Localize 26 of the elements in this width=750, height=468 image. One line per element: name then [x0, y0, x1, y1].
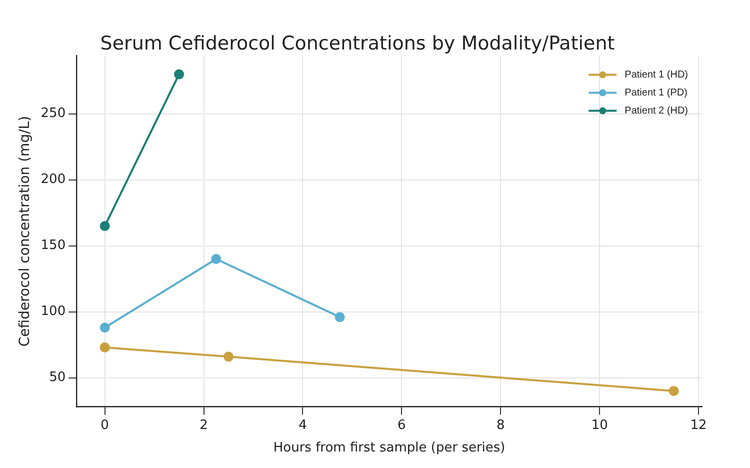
legend-label: Patient 2 (HD): [624, 106, 688, 117]
point: [100, 322, 110, 333]
x-tick-label: 8: [496, 418, 505, 433]
x-tick-label: 10: [591, 418, 608, 433]
y-tick-label: 250: [40, 106, 66, 122]
x-tick-label: 2: [200, 418, 208, 433]
legend-label: Patient 1 (PD): [624, 88, 688, 99]
y-tick-label: 50: [49, 370, 66, 386]
x-tick-label: 12: [690, 418, 707, 433]
point: [100, 221, 110, 232]
point: [224, 352, 234, 362]
y-axis-title: Cefiderocol concentration (mg/L): [17, 116, 34, 347]
x-tick-label: 0: [100, 418, 109, 433]
x-axis-title: Hours from first sample (per series): [273, 440, 506, 456]
x-tick-label: 6: [398, 418, 406, 433]
chart-title: Serum Cefiderocol Concentrations by Modality/Patient: [100, 32, 615, 54]
y-tick-label: 100: [40, 304, 66, 320]
point: [668, 386, 679, 396]
point: [334, 312, 345, 322]
y-tick-label: 150: [40, 238, 66, 254]
legend-label: Patient 1 (HD): [624, 70, 688, 81]
point: [174, 69, 184, 80]
point: [211, 254, 222, 264]
y-tick-label: 200: [40, 172, 66, 188]
x-tick-label: 4: [298, 418, 307, 433]
point: [100, 342, 110, 352]
